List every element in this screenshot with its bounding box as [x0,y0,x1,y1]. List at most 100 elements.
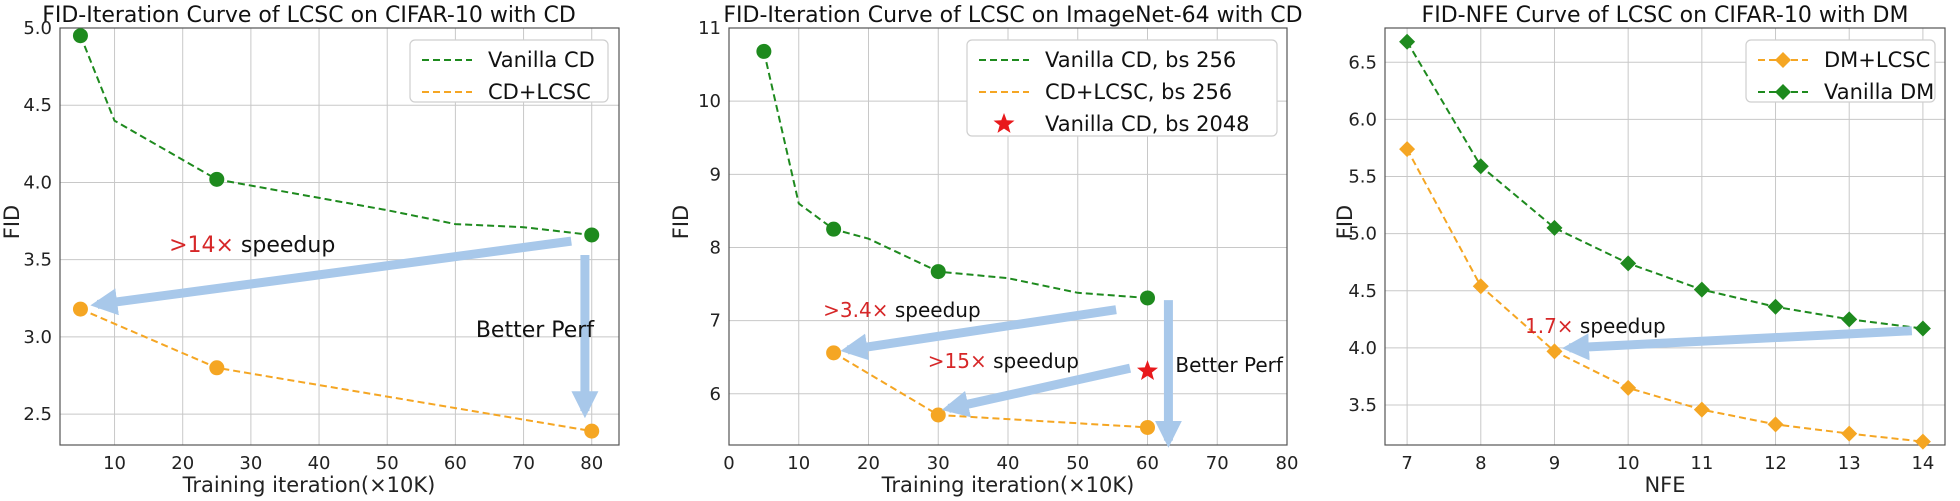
annotation-factor: >3.4× [823,298,888,322]
plot-frame [59,27,620,446]
data-point [1914,320,1931,337]
speedup-arrow [1562,326,1913,361]
data-point [1399,33,1416,50]
data-point [1472,278,1489,295]
y-tick-label: 9 [710,164,721,185]
chart-cifar10-cd: FID-Iteration Curve of LCSC on CIFAR-10 … [0,3,620,497]
plot-frame [728,27,1288,446]
y-tick-label: 4.0 [1348,338,1377,359]
legend-box [1745,39,1936,103]
annotation: 1.7× speedup [1525,314,1666,338]
y-tick-label: 4.5 [23,95,52,116]
x-tick-label: 30 [927,453,950,474]
chart-imagenet64-cd: FID-Iteration Curve of LCSC on ImageNet-… [669,3,1303,497]
data-point [756,43,772,59]
legend-label: Vanilla CD [488,48,595,72]
series-line [79,35,592,236]
x-tick-label: 70 [512,453,535,474]
legend-label: Vanilla DM [1824,80,1934,104]
x-tick-label: 10 [1617,453,1640,474]
data-point [1841,311,1858,328]
y-tick-label: 6 [710,384,721,405]
annotation-text: speedup [1574,314,1666,338]
y-tick-label: 5.0 [1348,224,1377,245]
data-point [1546,219,1563,236]
data-point [1140,419,1155,435]
data-point [72,28,88,44]
legend-label: CD+LCSC [488,80,591,104]
legend-marker [1775,52,1791,68]
x-tick-label: 20 [171,453,194,474]
data-point [1472,158,1489,175]
legend: Vanilla CD CD+LCSC [409,39,609,104]
x-tick-label: 50 [1066,453,1089,474]
y-tick-label: 11 [698,18,721,39]
chart-title: FID-Iteration Curve of LCSC on ImageNet-… [723,3,1302,28]
x-tick-label: 0 [723,453,734,474]
x-tick-label: 40 [997,453,1020,474]
y-tick-label: 5.5 [1348,167,1377,188]
x-axis-label: Training iteration(×10K) [881,473,1135,497]
series-line [1406,148,1924,443]
x-tick-label: 12 [1764,453,1787,474]
data-point [1620,379,1637,396]
x-tick-label: 60 [444,453,467,474]
x-tick-label: 20 [857,453,880,474]
data-point [1841,425,1858,442]
x-tick-label: 70 [1206,453,1229,474]
chart-cifar10-dm: FID-NFE Curve of LCSC on CIFAR-10 with D… [1333,3,1946,497]
data-point [930,407,946,423]
data-point [826,221,842,237]
data-point [1693,281,1710,298]
y-tick-label: 5.0 [23,18,52,39]
y-tick-label: 4.0 [23,172,52,193]
speedup-arrow [840,305,1117,361]
speedup-arrow [941,363,1132,418]
legend-label: CD+LCSC, bs 256 [1045,80,1232,104]
x-tick-label: 10 [787,453,810,474]
annotation: >3.4× speedup [823,298,980,322]
annotation-text: speedup [987,349,1079,373]
y-tick-label: 7 [710,311,721,332]
y-tick-label: 3.0 [23,327,52,348]
legend-marker [1775,84,1791,100]
data-point [930,264,946,280]
data-point [1914,433,1931,450]
plot-frame [1384,27,1946,446]
annotation-factor: >14× [169,233,234,258]
legend-marker [993,113,1015,133]
x-axis-label: NFE [1644,473,1685,497]
x-tick-label: 60 [1136,453,1159,474]
annotation-factor: >15× [928,349,987,373]
legend-box [409,39,609,103]
annotation-text: Better Perf [1175,353,1283,377]
annotation: >14× speedup [169,233,335,258]
y-axis-label: FID [669,205,693,239]
data-point [1399,141,1416,158]
series-line [1406,41,1924,330]
data-point [1546,343,1563,360]
y-axis-label: FID [1333,205,1357,239]
y-tick-label: 2.5 [23,404,52,425]
y-tick-label: 8 [710,237,721,258]
data-point [72,301,88,317]
y-tick-label: 6.5 [1348,52,1377,73]
data-point [209,171,225,187]
legend-label: Vanilla CD, bs 2048 [1045,112,1250,136]
x-tick-label: 40 [308,453,331,474]
data-point [826,345,842,361]
speedup-arrow [90,236,572,316]
x-tick-label: 30 [239,453,262,474]
annotation-factor: 1.7× [1525,314,1574,338]
legend: Vanilla CD, bs 256 CD+LCSC, bs 256 Vanilla… [966,39,1278,137]
y-axis-label: FID [0,205,24,239]
data-point [584,423,600,439]
y-tick-label: 10 [698,91,721,112]
y-tick-label: 4.5 [1348,281,1377,302]
annotation: >15× speedup [928,349,1079,373]
data-point [1767,416,1784,433]
annotation-text: speedup [888,298,980,322]
legend: DM+LCSC Vanilla DM [1745,39,1936,104]
data-point [1620,255,1637,272]
